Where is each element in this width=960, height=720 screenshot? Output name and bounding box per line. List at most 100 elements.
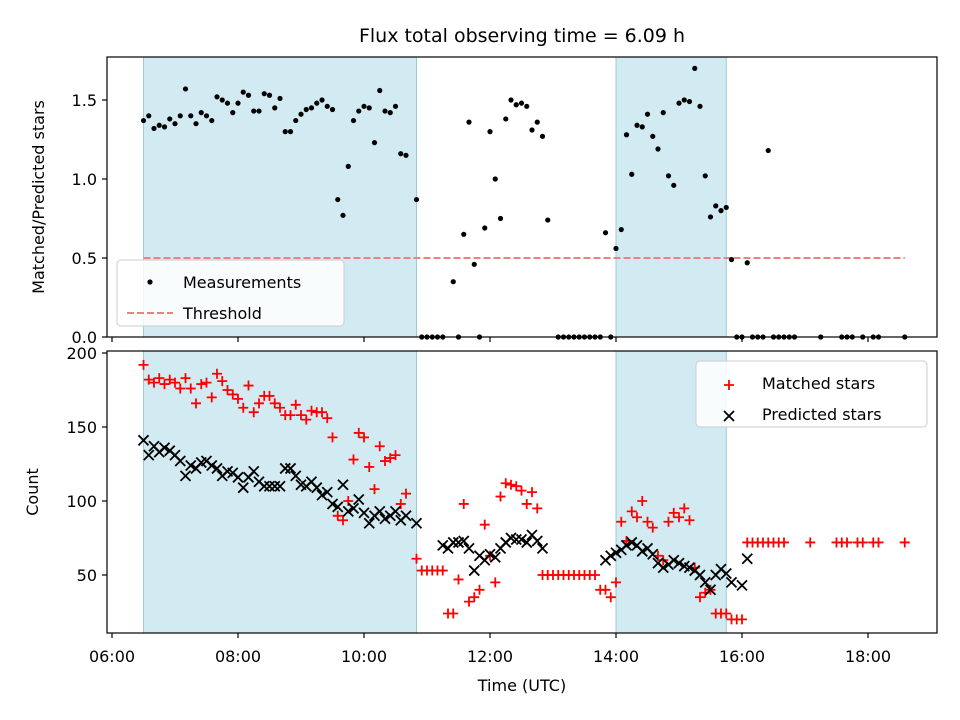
measurement-point <box>503 116 509 122</box>
measurement-point <box>177 113 183 119</box>
predicted-star-point <box>657 561 669 574</box>
predicted-star-point <box>694 569 706 581</box>
measurement-point <box>613 245 619 252</box>
predicted-star-point <box>316 489 328 501</box>
matched-star-point <box>647 522 658 533</box>
matched-star-point <box>684 515 695 526</box>
matched-star-point <box>180 373 191 384</box>
measurement-point <box>298 111 304 117</box>
y-tick-label: 0.5 <box>72 249 97 268</box>
matched-star-point <box>642 516 653 527</box>
matched-star-point <box>479 519 490 530</box>
predicted-star-point <box>232 471 244 483</box>
matched-star-point <box>532 503 543 514</box>
matched-star-point <box>164 374 175 385</box>
measurement-point <box>151 125 157 132</box>
predicted-star-point <box>326 498 339 510</box>
measurement-point <box>167 116 173 122</box>
matched-star-point <box>458 498 469 509</box>
count-points <box>137 359 910 625</box>
predicted-star-point <box>358 507 370 519</box>
measurement-point <box>240 89 246 95</box>
measurement-point <box>230 110 236 116</box>
measurement-point <box>219 97 225 103</box>
measurement-point <box>518 100 525 106</box>
predicted-star-point <box>489 551 501 563</box>
measurement-point <box>602 230 609 236</box>
matched-star-point <box>306 405 317 416</box>
matched-star-point <box>453 574 464 585</box>
measurement-point <box>545 217 551 223</box>
legend-label: Predicted stars <box>762 405 882 424</box>
measurement-point <box>324 103 330 109</box>
matched-star-point <box>327 432 338 443</box>
matched-star-point <box>637 496 648 506</box>
matched-star-point <box>506 479 516 490</box>
matched-star-point <box>338 515 348 526</box>
matched-star-point <box>474 584 485 595</box>
bottom-y-axis-label: Count <box>23 468 42 516</box>
measurement-point <box>707 214 714 220</box>
measurement-point <box>413 196 420 203</box>
measurement-point <box>256 108 262 114</box>
predicted-star-point <box>673 557 685 569</box>
y-tick-label: 100 <box>66 492 97 511</box>
measurement-point <box>261 91 267 97</box>
measurement-point <box>235 100 241 106</box>
predicted-star-point <box>515 533 528 546</box>
measurement-point <box>524 103 530 109</box>
measurement-point <box>676 100 682 106</box>
matched-star-point <box>212 368 222 379</box>
measurement-point <box>723 204 729 211</box>
predicted-star-point <box>263 480 276 492</box>
legend-marker-measurements <box>147 279 153 285</box>
measurement-point <box>492 176 498 182</box>
predicted-star-point <box>741 553 753 565</box>
measurement-point <box>188 113 194 119</box>
matched-star-point <box>679 503 690 514</box>
measurement-point <box>461 231 467 237</box>
measurement-point <box>713 203 719 209</box>
matched-star-point <box>385 453 396 464</box>
predicted-star-point <box>311 482 323 494</box>
measurement-point <box>293 117 299 124</box>
predicted-star-point <box>143 449 155 461</box>
measurement-point <box>350 117 357 124</box>
matched-star-point <box>805 537 816 548</box>
matched-star-point <box>159 379 170 390</box>
matched-star-point <box>138 359 149 370</box>
y-tick-label: 1.5 <box>72 91 97 110</box>
matched-star-point <box>668 507 679 518</box>
matched-star-point <box>348 454 359 465</box>
matched-star-point <box>301 414 312 425</box>
measurement-point <box>287 129 294 135</box>
legend-box <box>116 259 345 327</box>
x-tick-label: 10:00 <box>341 647 387 666</box>
predicted-star-point <box>531 535 543 547</box>
matched-star-point <box>296 410 306 421</box>
predicted-star-point <box>410 517 423 529</box>
matched-star-point <box>275 402 285 413</box>
measurement-point <box>156 122 162 128</box>
measurement-point <box>382 108 388 114</box>
top-y-axis-label: Matched/Predicted stars <box>29 100 48 294</box>
predicted-star-point <box>736 579 748 591</box>
matched-star-point <box>695 592 705 603</box>
legend-label: Measurements <box>183 273 301 292</box>
matched-star-point <box>674 512 684 523</box>
predicted-star-point <box>347 502 360 515</box>
predicted-star-point <box>279 462 291 475</box>
measurement-point <box>282 129 288 135</box>
predicted-star-point <box>185 459 197 472</box>
x-tick-label: 06:00 <box>89 647 135 666</box>
matched-star-point <box>380 456 390 467</box>
predicted-star-point <box>536 542 549 554</box>
matched-star-point <box>317 407 327 418</box>
measurement-point <box>361 103 367 109</box>
matched-star-point <box>390 450 401 461</box>
measurement-point <box>266 92 273 98</box>
predicted-star-point <box>605 550 617 562</box>
matched-star-point <box>632 512 642 523</box>
measurement-point <box>513 102 519 108</box>
measurement-point <box>629 171 635 177</box>
